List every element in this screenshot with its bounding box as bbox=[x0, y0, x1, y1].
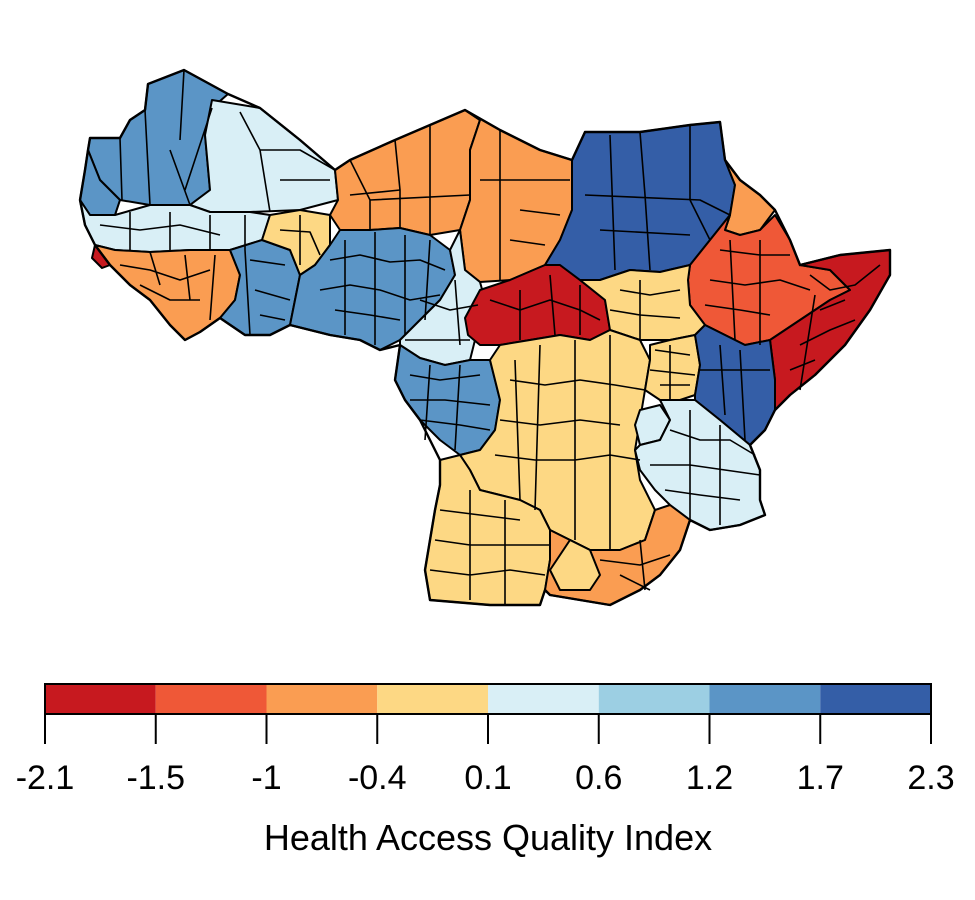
legend-tick-label-5: 0.6 bbox=[575, 759, 622, 797]
legend-tick-label-2: -1 bbox=[251, 759, 281, 797]
map-regions bbox=[78, 68, 892, 607]
region-uganda bbox=[644, 334, 701, 401]
legend-tick-label-6: 1.2 bbox=[686, 759, 733, 797]
legend-tick-label-4: 0.1 bbox=[464, 759, 511, 797]
legend-swatch-1 bbox=[155, 684, 267, 714]
legend-swatch-6 bbox=[709, 684, 821, 714]
legend-swatch-0 bbox=[45, 684, 156, 714]
legend-swatch-2 bbox=[266, 684, 378, 714]
legend-swatch-4 bbox=[488, 684, 599, 714]
region-niger bbox=[329, 109, 481, 236]
legend-swatches bbox=[45, 684, 931, 714]
color-legend: -2.1 -1.5 -1 -0.4 0.1 0.6 1.2 1.7 2.3 Health Acc… bbox=[16, 683, 955, 858]
legend-ticks: -2.1 -1.5 -1 -0.4 0.1 0.6 1.2 1.7 2.3 bbox=[16, 714, 955, 797]
legend-tick-label-8: 2.3 bbox=[907, 759, 954, 797]
region-guinea bbox=[94, 244, 241, 341]
subnational-boundaries bbox=[99, 69, 881, 605]
map-outer-outline bbox=[78, 68, 892, 607]
legend-tick-label-1: -1.5 bbox=[126, 759, 185, 797]
legend-tick-label-0: -2.1 bbox=[16, 759, 75, 797]
legend-swatch-5 bbox=[598, 684, 710, 714]
legend-tick-label-3: -0.4 bbox=[348, 759, 407, 797]
legend-tick-label-7: 1.7 bbox=[797, 759, 844, 797]
legend-swatch-7 bbox=[820, 684, 931, 714]
legend-title: Health Access Quality Index bbox=[264, 817, 712, 858]
region-mali bbox=[189, 99, 339, 213]
region-zambia-east bbox=[549, 539, 601, 591]
legend-swatch-3 bbox=[377, 684, 488, 714]
